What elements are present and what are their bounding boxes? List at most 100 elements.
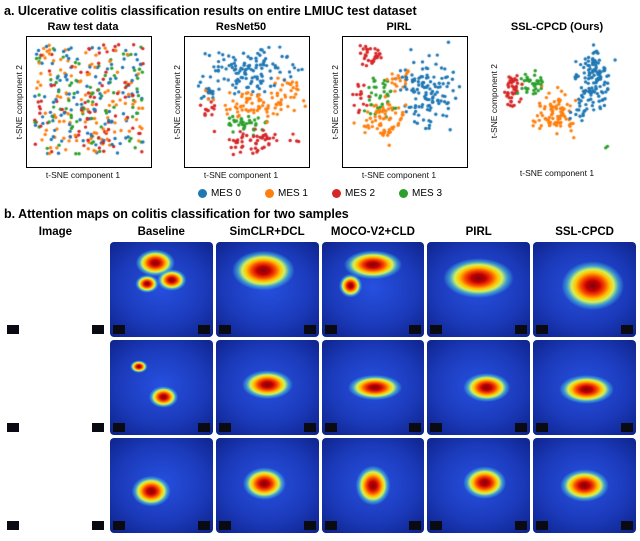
legend-item-mes0: MES 0 [197,188,241,199]
frame-corner-right [409,423,422,432]
frame-corner-left [536,521,549,530]
attention-map-sample-2-ssl-cpcd [533,340,636,435]
x-axis-label: t-SNE component 1 [361,170,437,180]
attention-map-sample-2-simclr-dcl [215,340,319,435]
frame-corner-left [430,325,443,334]
tsne-plots-row: Raw test data t-SNE component 2 t-SNE co… [4,21,636,180]
attention-map-sample-2-pirl [427,340,531,435]
frame-corner-right [303,423,316,432]
frame-corner-left [536,325,549,334]
column-header-simclr-dcl: SimCLR+DCL [229,226,305,238]
frame-corner-left [112,423,125,432]
attention-map-sample-2-moco-v2-cld [321,340,425,435]
attention-map-sample-1-moco-v2-cld [321,242,425,337]
frame-corner-left [430,423,443,432]
legend-label: MES 3 [412,188,443,199]
plot-body: t-SNE component 2 [172,36,310,168]
frame-corner-right [409,325,422,334]
frame-corner-left [112,325,125,334]
column-header-ssl-cpcd: SSL-CPCD [555,226,614,238]
plot-body: t-SNE component 2 [489,36,625,166]
mes1-swatch-icon [264,189,274,198]
column-header-baseline: Baseline [137,226,185,238]
panel-b: b. Attention maps on colitis classificat… [0,199,640,533]
frame-corner-left [324,423,337,432]
panel-a: a. Ulcerative colitis classification res… [0,0,640,199]
attention-map-sample-3-simclr-dcl [215,438,319,533]
frame-corner-left [324,325,337,334]
legend-item-mes3: MES 3 [399,188,442,199]
frame-corner-right [91,423,104,432]
panel-b-title: b. Attention maps on colitis classificat… [4,207,349,221]
legend-item-mes2: MES 2 [332,188,375,199]
legend-label: MES 0 [210,188,241,199]
frame-corner-right [91,521,104,530]
tsne-canvas-resnet50 [184,36,310,168]
column-header-image: Image [38,226,73,238]
endoscopy-image-sample-1 [4,242,107,337]
attention-grid: Image Baseline SimCLR+DCL MOCO-V2+CLD PI… [4,225,636,533]
panel-a-title: a. Ulcerative colitis classification res… [4,4,417,18]
attention-map-sample-3-pirl [427,438,531,533]
y-axis-label: t-SNE component 2 [330,64,340,140]
frame-corner-right [515,423,528,432]
column-header-moco-v2-cld: MOCO-V2+CLD [330,226,415,238]
frame-corner-left [218,521,231,530]
frame-corner-right [409,521,422,530]
tsne-canvas-pirl [342,36,468,168]
legend-label: MES 1 [277,188,308,199]
y-axis-label: t-SNE component 2 [489,63,499,139]
tsne-canvas-ssl-cpcd [501,36,625,166]
frame-corner-right [197,521,210,530]
endoscopy-image-sample-3 [4,438,107,533]
frame-corner-right [515,521,528,530]
frame-corner-left [324,521,337,530]
frame-corner-right [303,325,316,334]
attention-map-sample-1-pirl [427,242,531,337]
y-axis-label: t-SNE component 2 [172,64,182,140]
endoscopy-image-sample-2 [4,340,107,435]
attention-map-sample-3-moco-v2-cld [321,438,425,533]
legend-label: MES 2 [345,188,376,199]
attention-map-sample-1-baseline [109,242,213,337]
tsne-plot-raw-test-data: Raw test data t-SNE component 2 t-SNE co… [6,21,160,180]
frame-corner-left [112,521,125,530]
tsne-canvas-raw [26,36,152,168]
frame-corner-right [91,325,104,334]
mes2-swatch-icon [332,189,341,198]
frame-corner-right [303,521,316,530]
plot-title-raw: Raw test data [47,21,119,33]
x-axis-label: t-SNE component 1 [45,170,121,180]
tsne-legend: MES 0 MES 1 MES 2 MES 3 [4,188,636,199]
plot-title-pirl: PIRL [386,21,412,33]
frame-corner-left [536,423,549,432]
y-axis-label: t-SNE component 2 [14,64,24,140]
frame-corner-left [7,325,19,334]
frame-corner-right [197,325,210,334]
mes3-swatch-icon [399,189,409,198]
frame-corner-right [621,423,633,432]
attention-map-sample-3-baseline [109,438,213,533]
legend-item-mes1: MES 1 [264,188,308,199]
frame-corner-right [621,521,633,530]
x-axis-label: t-SNE component 1 [203,170,279,180]
plot-body: t-SNE component 2 [330,36,468,168]
frame-corner-left [7,423,19,432]
attention-map-sample-3-ssl-cpcd [533,438,636,533]
tsne-plot-resnet50: ResNet50 t-SNE component 2 t-SNE compone… [164,21,318,180]
tsne-plot-ssl-cpcd: SSL-CPCD (Ours) t-SNE component 2 t-SNE … [480,21,634,180]
frame-corner-right [197,423,210,432]
frame-corner-left [430,521,443,530]
plot-body: t-SNE component 2 [14,36,152,168]
frame-corner-left [218,325,231,334]
tsne-plot-pirl: PIRL t-SNE component 2 t-SNE component 1 [322,21,476,180]
frame-corner-left [218,423,231,432]
plot-title-ssl-cpcd: SSL-CPCD (Ours) [510,21,604,33]
attention-map-sample-1-ssl-cpcd [533,242,636,337]
plot-title-resnet50: ResNet50 [215,21,267,33]
mes0-swatch-icon [197,189,207,198]
attention-map-sample-2-baseline [109,340,213,435]
column-header-pirl: PIRL [465,226,492,238]
attention-map-sample-1-simclr-dcl [215,242,319,337]
x-axis-label: t-SNE component 1 [519,168,595,178]
